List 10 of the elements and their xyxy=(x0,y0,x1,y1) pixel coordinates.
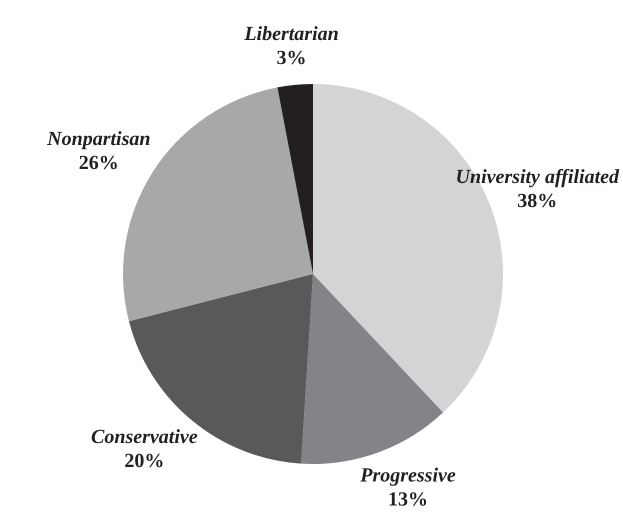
slice-label: Conservative xyxy=(91,426,198,448)
data-label: 26% xyxy=(78,152,119,174)
slice-label: Progressive xyxy=(359,464,456,487)
slice-label: University affiliated xyxy=(456,166,620,188)
data-label: 20% xyxy=(124,450,164,472)
data-label: 3% xyxy=(276,47,307,70)
data-label: 38% xyxy=(517,190,558,212)
slice-label: Nonpartisan xyxy=(46,128,150,150)
slice-label: Libertarian xyxy=(243,23,339,46)
data-label: 13% xyxy=(388,488,428,511)
